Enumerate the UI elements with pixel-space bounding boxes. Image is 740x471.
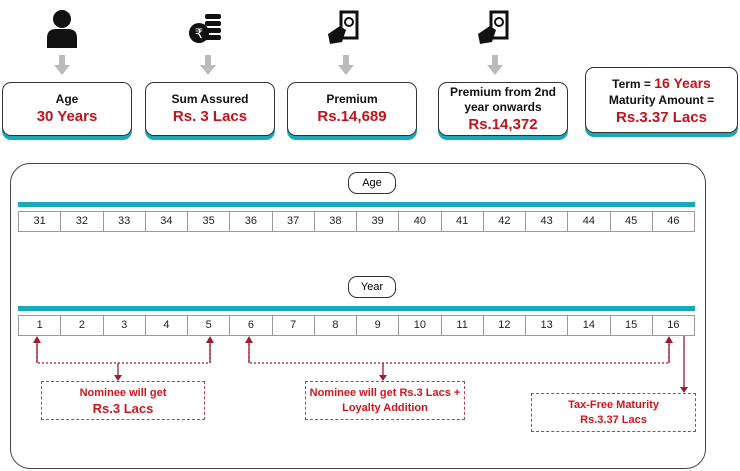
age-cell: 46 bbox=[667, 215, 680, 227]
age-cell: 38 bbox=[315, 212, 357, 231]
year-row: 1 2 3 4 5 6 7 8 9 10 11 12 13 14 15 16 bbox=[18, 315, 695, 336]
card-label: Sum Assured bbox=[171, 92, 249, 106]
premium-card: Premium Rs.14,689 bbox=[287, 82, 417, 136]
card-value: Rs.14,689 bbox=[317, 108, 387, 125]
rupee-coins-icon: ₹ bbox=[189, 14, 221, 43]
card-label: Premium from 2nd year onwards bbox=[449, 84, 557, 114]
year-cell: 4 bbox=[146, 316, 188, 335]
age-cell: 31 bbox=[19, 212, 62, 231]
age-cell: 45 bbox=[611, 212, 653, 231]
year-cell: 9 bbox=[357, 316, 400, 335]
year-cell: 16 bbox=[667, 319, 680, 331]
arrow-down-icon bbox=[200, 55, 216, 75]
year-bar bbox=[18, 306, 695, 311]
maturity-label: Maturity Amount = bbox=[608, 92, 715, 107]
age-cell: 33 bbox=[104, 212, 146, 231]
age-card: Age 30 Years bbox=[2, 82, 132, 136]
arrow-down-icon bbox=[487, 55, 503, 75]
age-cell: 40 bbox=[399, 212, 442, 231]
renewal-premium-card: Premium from 2nd year onwards Rs.14,372 bbox=[438, 82, 568, 136]
age-cell: 42 bbox=[484, 212, 526, 231]
note-nominee-loyalty: Nominee will get Rs.3 Lacs + Loyalty Add… bbox=[305, 381, 465, 420]
year-cell: 10 bbox=[399, 316, 442, 335]
note-nominee-early: Nominee will get Rs.3 Lacs bbox=[41, 381, 205, 420]
note-line: Rs.3.37 Lacs bbox=[580, 413, 647, 426]
sum-assured-card: Sum Assured Rs. 3 Lacs bbox=[145, 82, 275, 136]
arrow-down-icon bbox=[54, 55, 70, 75]
age-cell: 44 bbox=[568, 212, 611, 231]
note-line: Loyalty Addition bbox=[342, 401, 428, 414]
year-cell: 12 bbox=[484, 316, 526, 335]
age-cell: 35 bbox=[188, 212, 231, 231]
hand-cash-icon bbox=[328, 10, 359, 44]
person-icon bbox=[47, 10, 77, 48]
year-cell: 11 bbox=[442, 316, 484, 335]
year-cell: 7 bbox=[273, 316, 315, 335]
note-line: Nominee will get Rs.3 Lacs + bbox=[309, 386, 461, 399]
year-cell: 6 bbox=[230, 316, 273, 335]
note-line: Rs.3 Lacs bbox=[92, 400, 154, 416]
age-pill: Age bbox=[348, 172, 396, 194]
timeline-frame bbox=[10, 163, 706, 469]
summary-card: Term = 16 Years Maturity Amount = Rs.3.3… bbox=[585, 67, 738, 133]
card-value: 30 Years bbox=[36, 108, 98, 125]
card-label: Premium bbox=[326, 92, 378, 106]
note-line: Tax-Free Maturity bbox=[568, 398, 659, 411]
age-cell: 36 bbox=[230, 212, 273, 231]
note-line: Nominee will get bbox=[79, 386, 167, 399]
card-label: Age bbox=[55, 92, 79, 106]
age-cell: 39 bbox=[357, 212, 400, 231]
card-value: Rs. 3 Lacs bbox=[172, 108, 248, 125]
year-cell: 15 bbox=[611, 316, 653, 335]
note-maturity: Tax-Free Maturity Rs.3.37 Lacs bbox=[531, 393, 696, 432]
year-cell: 14 bbox=[568, 316, 611, 335]
year-cell: 2 bbox=[61, 316, 104, 335]
arrow-down-icon bbox=[338, 55, 354, 75]
svg-text:₹: ₹ bbox=[195, 26, 203, 41]
age-cell: 32 bbox=[61, 212, 104, 231]
year-cell: 8 bbox=[315, 316, 357, 335]
card-value: Rs.14,372 bbox=[468, 115, 538, 133]
year-cell: 3 bbox=[104, 316, 146, 335]
hand-cash-icon bbox=[478, 10, 509, 44]
year-pill: Year bbox=[348, 276, 396, 298]
year-cell: 13 bbox=[526, 316, 569, 335]
age-cell: 34 bbox=[146, 212, 188, 231]
age-cell: 43 bbox=[526, 212, 569, 231]
age-row: 31 32 33 34 35 36 37 38 39 40 41 42 43 44 45 46 bbox=[18, 211, 695, 232]
year-cell: 1 bbox=[19, 316, 62, 335]
age-cell: 41 bbox=[442, 212, 484, 231]
year-cell: 5 bbox=[188, 316, 231, 335]
term-value: 16 Years bbox=[654, 74, 711, 91]
age-bar bbox=[18, 202, 695, 207]
term-label: Term = bbox=[612, 76, 655, 91]
age-cell: 37 bbox=[273, 212, 315, 231]
maturity-value: Rs.3.37 Lacs bbox=[616, 108, 707, 126]
